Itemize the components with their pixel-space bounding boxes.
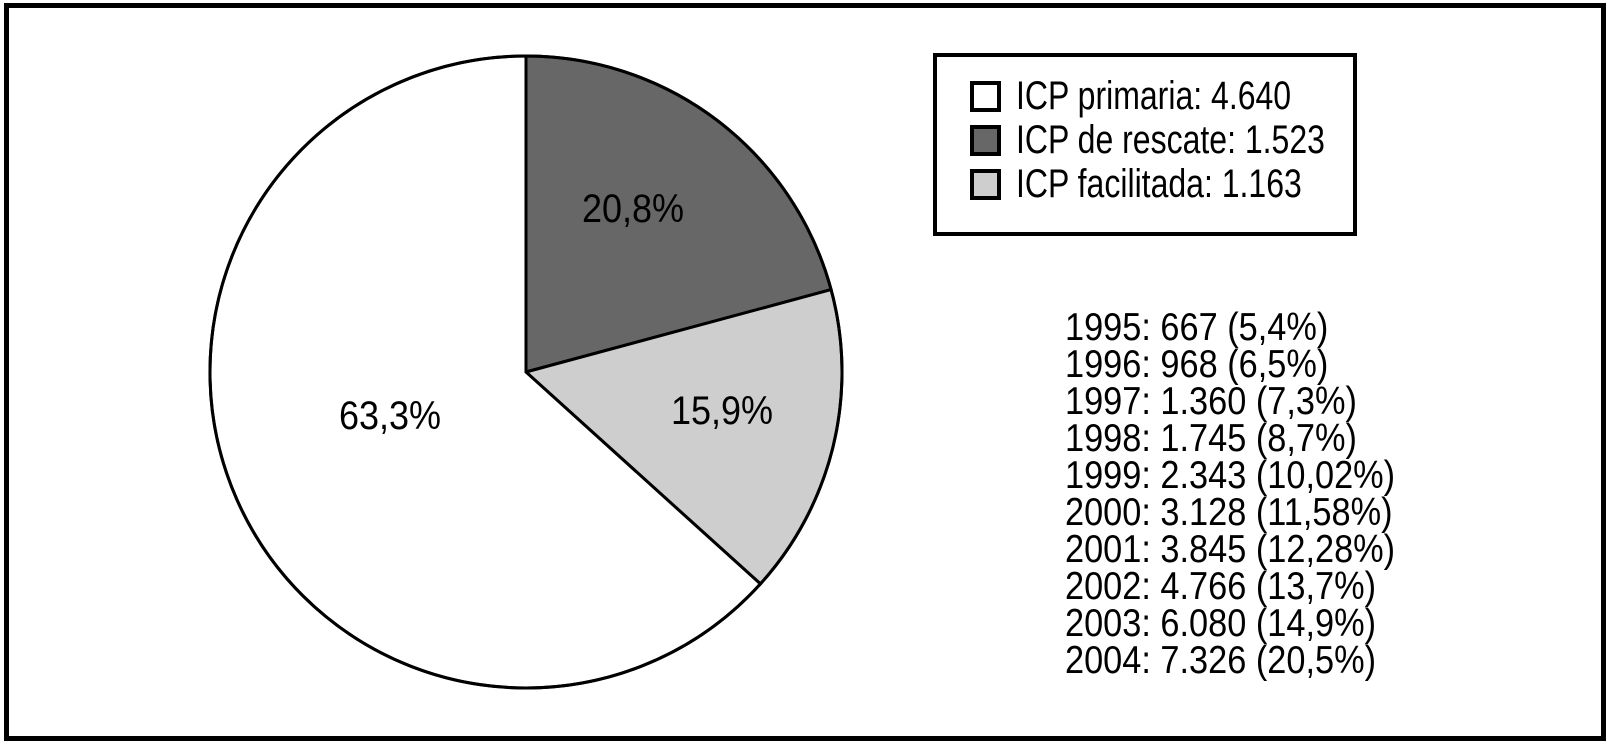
pie-outline [208, 54, 844, 690]
annual-list-item: 1996: 968 (6,5%) [1065, 343, 1329, 386]
legend-box: ICP primaria: 4.640 ICP de rescate: 1.52… [933, 53, 1357, 236]
annual-list-item: 2001: 3.845 (12,28%) [1065, 528, 1396, 571]
pie-slice-label-text: 15,9% [670, 389, 774, 433]
annual-list-item: 1998: 1.745 (8,7%) [1065, 417, 1357, 460]
pie-slice-label-rescate: 20,8% [576, 189, 689, 229]
pie-slice-label-primaria: 63,3% [333, 396, 446, 436]
pie-slice-label-text: 63,3% [338, 394, 442, 438]
legend-label: ICP facilitada: 1.163 [1016, 162, 1302, 206]
legend-label: ICP de rescate: 1.523 [1016, 118, 1325, 162]
legend-item-facilitada: ICP facilitada: 1.163 [937, 162, 1353, 206]
pie-chart [208, 54, 844, 690]
pie-slice-label-text: 20,8% [581, 187, 685, 231]
legend-swatch-primaria [970, 80, 1001, 112]
legend-swatch-rescate [970, 124, 1001, 156]
pie-slice-label-facilitada: 15,9% [665, 391, 778, 431]
annual-list-item: 1999: 2.343 (10,02%) [1065, 454, 1396, 497]
annual-list-item: 2004: 7.326 (20,5%) [1065, 639, 1377, 682]
annual-list-item: 2000: 3.128 (11,58%) [1065, 491, 1393, 534]
annual-list-item: 2002: 4.766 (13,7%) [1065, 565, 1377, 608]
annual-list-item: 1997: 1.360 (7,3%) [1065, 380, 1357, 423]
annual-list-item: 2003: 6.080 (14,9%) [1065, 602, 1377, 645]
legend-swatch-facilitada [970, 168, 1001, 200]
annual-list: 1995: 667 (5,4%) 1996: 968 (6,5%) 1997: … [1065, 306, 1440, 682]
legend-item-rescate: ICP de rescate: 1.523 [937, 118, 1353, 162]
legend-item-primaria: ICP primaria: 4.640 [937, 74, 1353, 118]
annual-list-item: 1995: 667 (5,4%) [1065, 306, 1329, 349]
legend-label: ICP primaria: 4.640 [1016, 74, 1292, 118]
